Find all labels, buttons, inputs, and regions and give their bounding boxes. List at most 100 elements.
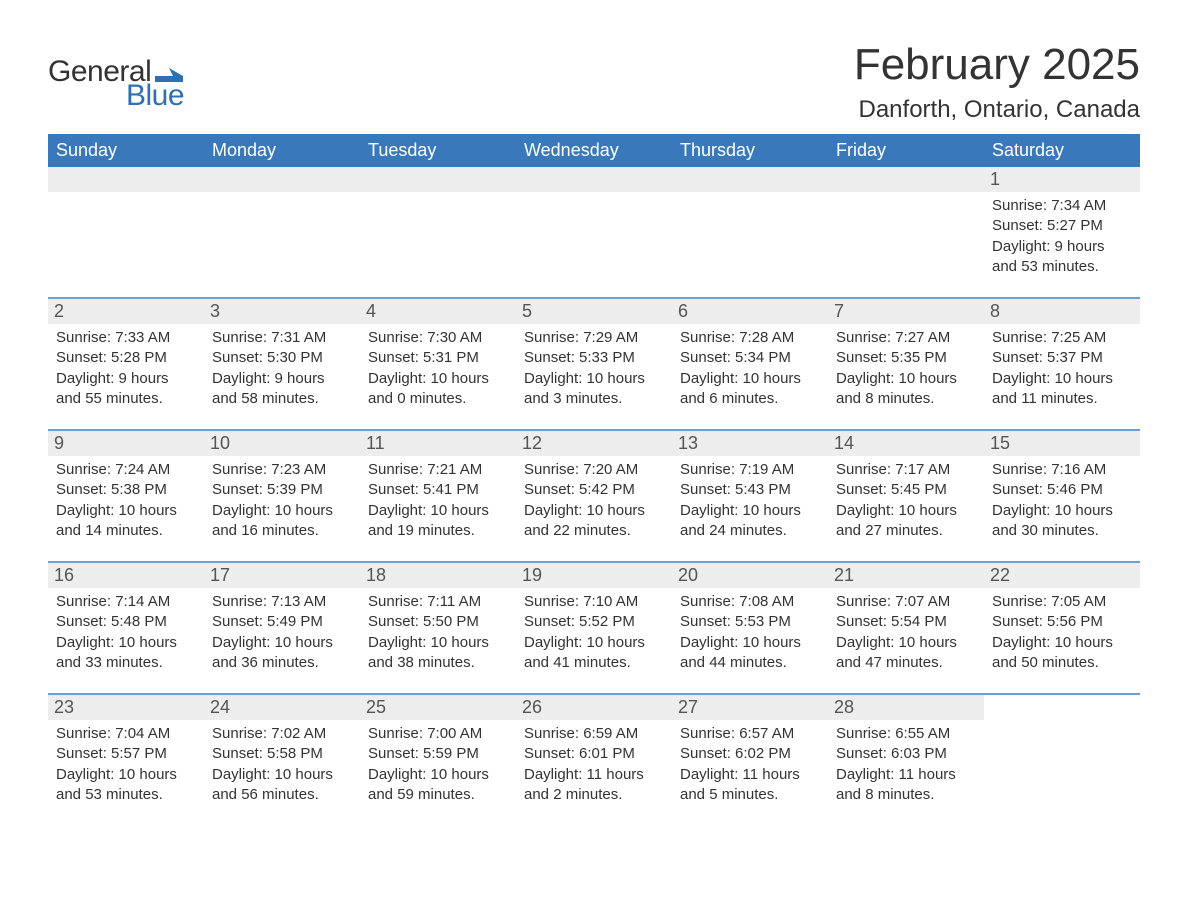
daylight-text: Daylight: 10 hours and 59 minutes. — [368, 765, 508, 806]
daylight-text: Daylight: 10 hours and 6 minutes. — [680, 369, 820, 410]
day-number: 24 — [204, 695, 360, 720]
empty-cell — [672, 167, 828, 298]
day-info: Sunrise: 7:10 AMSunset: 5:52 PMDaylight:… — [524, 592, 664, 673]
day-cell: 17Sunrise: 7:13 AMSunset: 5:49 PMDayligh… — [204, 562, 360, 694]
location-text: Danforth, Ontario, Canada — [854, 96, 1140, 124]
sunrise-text: Sunrise: 7:31 AM — [212, 328, 352, 348]
empty-cell — [360, 167, 516, 298]
day-number: 2 — [48, 299, 204, 324]
day-info: Sunrise: 7:02 AMSunset: 5:58 PMDaylight:… — [212, 724, 352, 805]
day-cell: 24 Sunrise: 7:02 AMSunset: 5:58 PMDayligh… — [204, 694, 360, 825]
day-info: Sunrise: 7:25 AMSunset: 5:37 PMDaylight:… — [992, 328, 1132, 409]
sunrise-text: Sunrise: 7:08 AM — [680, 592, 820, 612]
sunrise-text: Sunrise: 7:34 AM — [992, 196, 1132, 216]
day-info: Sunrise: 6:57 AMSunset: 6:02 PMDaylight:… — [680, 724, 820, 805]
sunrise-text: Sunrise: 7:11 AM — [368, 592, 508, 612]
sunset-text: Sunset: 5:38 PM — [56, 480, 196, 500]
daylight-text: Daylight: 9 hours and 58 minutes. — [212, 369, 352, 410]
daylight-text: Daylight: 10 hours and 27 minutes. — [836, 501, 976, 542]
day-cell: 16Sunrise: 7:14 AMSunset: 5:48 PMDayligh… — [48, 562, 204, 694]
day-info: Sunrise: 7:16 AMSunset: 5:46 PMDaylight:… — [992, 460, 1132, 541]
empty-day-bar — [828, 167, 984, 192]
day-number: 5 — [516, 299, 672, 324]
sunrise-text: Sunrise: 7:24 AM — [56, 460, 196, 480]
day-number: 3 — [204, 299, 360, 324]
day-number: 10 — [204, 431, 360, 456]
daylight-text: Daylight: 10 hours and 38 minutes. — [368, 633, 508, 674]
calendar-header: SundayMondayTuesdayWednesdayThursdayFrid… — [48, 134, 1140, 167]
empty-cell — [516, 167, 672, 298]
day-info: Sunrise: 6:59 AMSunset: 6:01 PMDaylight:… — [524, 724, 664, 805]
sunset-text: Sunset: 5:46 PM — [992, 480, 1132, 500]
weekday-header: Wednesday — [516, 134, 672, 167]
calendar-row: 9Sunrise: 7:24 AMSunset: 5:38 PMDaylight… — [48, 430, 1140, 562]
daylight-text: Daylight: 10 hours and 22 minutes. — [524, 501, 664, 542]
weekday-header: Saturday — [984, 134, 1140, 167]
day-number: 8 — [984, 299, 1140, 324]
day-cell: 9Sunrise: 7:24 AMSunset: 5:38 PMDaylight… — [48, 430, 204, 562]
sunset-text: Sunset: 5:41 PM — [368, 480, 508, 500]
sunset-text: Sunset: 5:31 PM — [368, 348, 508, 368]
sunset-text: Sunset: 5:34 PM — [680, 348, 820, 368]
sunrise-text: Sunrise: 7:33 AM — [56, 328, 196, 348]
day-cell: 28Sunrise: 6:55 AMSunset: 6:03 PMDayligh… — [828, 694, 984, 825]
day-number: 25 — [360, 695, 516, 720]
sunrise-text: Sunrise: 7:20 AM — [524, 460, 664, 480]
sunset-text: Sunset: 5:57 PM — [56, 744, 196, 764]
day-info: Sunrise: 7:28 AMSunset: 5:34 PMDaylight:… — [680, 328, 820, 409]
day-number: 21 — [828, 563, 984, 588]
daylight-text: Daylight: 10 hours and 11 minutes. — [992, 369, 1132, 410]
day-cell: 15Sunrise: 7:16 AMSunset: 5:46 PMDayligh… — [984, 430, 1140, 562]
sunset-text: Sunset: 5:45 PM — [836, 480, 976, 500]
sunrise-text: Sunrise: 7:07 AM — [836, 592, 976, 612]
day-cell: 2Sunrise: 7:33 AMSunset: 5:28 PMDaylight… — [48, 298, 204, 430]
sunset-text: Sunset: 5:42 PM — [524, 480, 664, 500]
day-info: Sunrise: 7:07 AMSunset: 5:54 PMDaylight:… — [836, 592, 976, 673]
sunset-text: Sunset: 5:43 PM — [680, 480, 820, 500]
month-title: February 2025 — [854, 40, 1140, 90]
daylight-text: Daylight: 10 hours and 30 minutes. — [992, 501, 1132, 542]
day-cell: 4Sunrise: 7:30 AMSunset: 5:31 PMDaylight… — [360, 298, 516, 430]
daylight-text: Daylight: 10 hours and 19 minutes. — [368, 501, 508, 542]
empty-day-bar — [672, 167, 828, 192]
sunrise-text: Sunrise: 7:02 AM — [212, 724, 352, 744]
daylight-text: Daylight: 10 hours and 47 minutes. — [836, 633, 976, 674]
sunset-text: Sunset: 5:37 PM — [992, 348, 1132, 368]
day-number: 19 — [516, 563, 672, 588]
sunrise-text: Sunrise: 7:00 AM — [368, 724, 508, 744]
day-number: 1 — [984, 167, 1140, 192]
daylight-text: Daylight: 10 hours and 3 minutes. — [524, 369, 664, 410]
day-cell: 3Sunrise: 7:31 AMSunset: 5:30 PMDaylight… — [204, 298, 360, 430]
sunrise-text: Sunrise: 6:59 AM — [524, 724, 664, 744]
day-number: 22 — [984, 563, 1140, 588]
calendar-row: 23Sunrise: 7:04 AMSunset: 5:57 PMDayligh… — [48, 694, 1140, 825]
day-info: Sunrise: 7:29 AMSunset: 5:33 PMDaylight:… — [524, 328, 664, 409]
calendar-row: 16Sunrise: 7:14 AMSunset: 5:48 PMDayligh… — [48, 562, 1140, 694]
sunrise-text: Sunrise: 7:14 AM — [56, 592, 196, 612]
sunset-text: Sunset: 5:59 PM — [368, 744, 508, 764]
empty-day-bar — [360, 167, 516, 192]
calendar-table: SundayMondayTuesdayWednesdayThursdayFrid… — [48, 134, 1140, 825]
day-number: 17 — [204, 563, 360, 588]
sunrise-text: Sunrise: 7:17 AM — [836, 460, 976, 480]
sunrise-text: Sunrise: 7:25 AM — [992, 328, 1132, 348]
daylight-text: Daylight: 10 hours and 0 minutes. — [368, 369, 508, 410]
sunrise-text: Sunrise: 7:05 AM — [992, 592, 1132, 612]
sunset-text: Sunset: 5:48 PM — [56, 612, 196, 632]
sunset-text: Sunset: 5:28 PM — [56, 348, 196, 368]
day-number: 6 — [672, 299, 828, 324]
day-info: Sunrise: 7:19 AMSunset: 5:43 PMDaylight:… — [680, 460, 820, 541]
sunset-text: Sunset: 5:35 PM — [836, 348, 976, 368]
day-info: Sunrise: 7:00 AMSunset: 5:59 PMDaylight:… — [368, 724, 508, 805]
calendar-body: 1Sunrise: 7:34 AMSunset: 5:27 PMDaylight… — [48, 167, 1140, 825]
day-info: Sunrise: 7:30 AMSunset: 5:31 PMDaylight:… — [368, 328, 508, 409]
brand-logo: General Blue — [48, 55, 184, 113]
day-cell: 1Sunrise: 7:34 AMSunset: 5:27 PMDaylight… — [984, 167, 1140, 298]
sunrise-text: Sunrise: 7:29 AM — [524, 328, 664, 348]
day-cell: 14Sunrise: 7:17 AMSunset: 5:45 PMDayligh… — [828, 430, 984, 562]
daylight-text: Daylight: 10 hours and 50 minutes. — [992, 633, 1132, 674]
daylight-text: Daylight: 10 hours and 56 minutes. — [212, 765, 352, 806]
day-cell: 27Sunrise: 6:57 AMSunset: 6:02 PMDayligh… — [672, 694, 828, 825]
day-cell: 10Sunrise: 7:23 AMSunset: 5:39 PMDayligh… — [204, 430, 360, 562]
day-cell: 22Sunrise: 7:05 AMSunset: 5:56 PMDayligh… — [984, 562, 1140, 694]
